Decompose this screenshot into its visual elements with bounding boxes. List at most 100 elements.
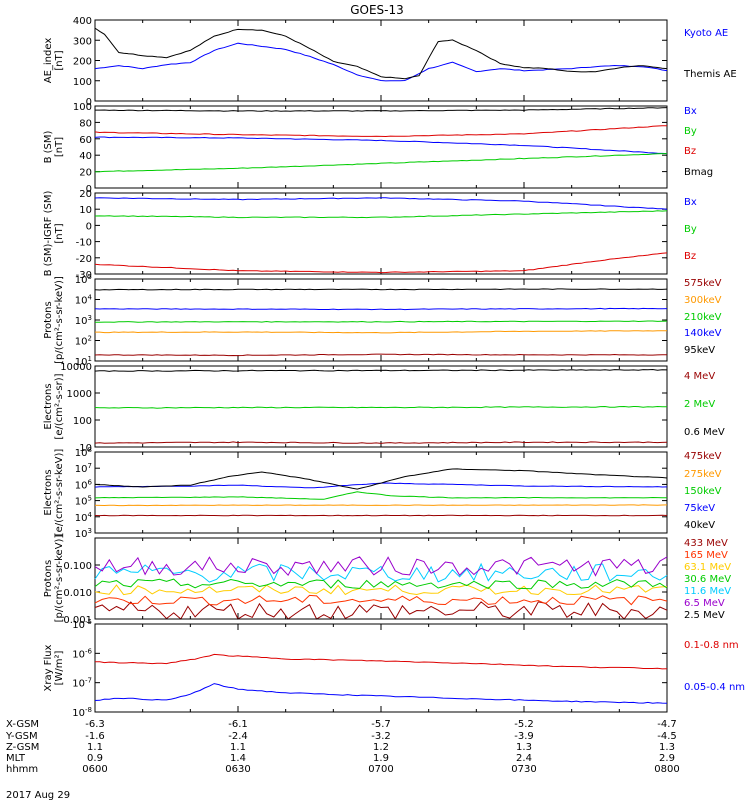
y-tick-label: 10-7 <box>72 677 92 690</box>
legend-entry: 95keV <box>684 345 715 356</box>
y-tick-label: 105 <box>75 495 92 508</box>
series-line-4-mev <box>94 441 668 444</box>
y-tick-label: 103 <box>75 314 92 327</box>
y-tick-label: 108 <box>75 446 92 459</box>
legend-entry: 575keV <box>684 278 722 289</box>
y-axis-label: [p/(cm²-s-sr-keV)] <box>54 535 65 623</box>
series-line-kyoto-ae <box>94 42 668 82</box>
ephemeris-value: -5.7 <box>371 719 391 730</box>
y-tick-label: 0.100 <box>63 561 92 572</box>
y-axis-label: Electrons <box>43 383 54 429</box>
y-tick-label: 1000 <box>67 389 92 400</box>
y-tick-label: 10 <box>79 443 92 454</box>
panel-frame <box>94 623 668 713</box>
y-tick-label: -10 <box>76 238 92 249</box>
legend-entry: 0.6 MeV <box>684 427 725 438</box>
panel-6: 103 104 105 106 107 108 Electrons [e/(cm²-s-sr-… <box>43 446 722 540</box>
series-line-bx <box>94 136 668 155</box>
panel-3: -30 -20 -10 0 10 20 B (SM)-IGRF (SM) [nT] Bx By Bz <box>43 189 697 281</box>
series-line-30-6-mev <box>94 578 668 590</box>
legend-entry: Themis AE <box>683 69 737 80</box>
ephemeris-value: 1.3 <box>516 742 532 753</box>
y-axis-label: Xray Flux <box>43 644 54 691</box>
legend-entry: By <box>684 224 697 235</box>
legend-entry: 11.6 MeV <box>684 586 731 597</box>
ephemeris-value: -4.7 <box>657 719 677 730</box>
y-tick-label: 104 <box>75 511 93 524</box>
legend-entry: 6.5 MeV <box>684 598 725 609</box>
y-axis-label: [nT] <box>54 137 65 157</box>
y-tick-label: 0 <box>86 221 92 232</box>
y-tick-label: 200 <box>73 57 92 68</box>
legend-entry: 63.1 MeV <box>684 562 731 573</box>
series-line-bx <box>94 197 668 210</box>
legend-entry: 2.5 MeV <box>684 610 725 621</box>
ephemeris-row-label: hhmm <box>6 764 38 775</box>
series-line-433-mev <box>94 601 668 620</box>
y-axis-label: [p/(cm²-s-sr-keV)] <box>54 276 65 364</box>
panel-2: 0 20 40 60 80 100 B (SM) [nT] Bx By Bz Bmag <box>43 102 713 195</box>
panel-1: 0 100 200 300 400 AE_index [nT] Kyoto AE Themis … <box>43 16 737 108</box>
legend-entry: 0.1-0.8 nm <box>684 640 739 651</box>
ephemeris-value: 0730 <box>511 764 536 775</box>
y-axis-label: Protons <box>43 560 54 597</box>
ephemeris-value: -3.9 <box>514 731 534 742</box>
legend-entry: Bmag <box>684 167 713 178</box>
y-tick-label: 40 <box>79 151 92 162</box>
ephemeris-value: -4.5 <box>657 731 677 742</box>
ephemeris-row-label: MLT <box>6 753 26 764</box>
ephemeris-value: -6.3 <box>85 719 105 730</box>
legend-entry: 150keV <box>684 486 722 497</box>
ephemeris-value: 1.1 <box>87 742 103 753</box>
series-line-275kev <box>94 504 668 507</box>
y-tick-label: 0.001 <box>63 615 92 626</box>
ephemeris-value: 1.1 <box>230 742 246 753</box>
ephemeris-value: 1.9 <box>373 753 389 764</box>
ephemeris-value: -3.2 <box>371 731 391 742</box>
y-tick-label: 10 <box>79 205 92 216</box>
legend-entry: 75keV <box>684 503 715 514</box>
series-line-by <box>94 153 667 173</box>
legend-entry: 433 MeV <box>684 538 728 549</box>
ephemeris-value: -5.2 <box>514 719 534 730</box>
series-line-11-6-mev <box>94 562 668 583</box>
series-line-210kev <box>95 320 668 323</box>
y-tick-label: 107 <box>75 462 92 475</box>
y-tick-label: 103 <box>75 527 92 540</box>
series-line-0-6-mev <box>94 368 668 372</box>
y-tick-label: 10-6 <box>72 647 92 660</box>
series-line-bmag <box>95 107 668 112</box>
series-line-150kev <box>94 491 667 500</box>
y-tick-label: 105 <box>75 273 92 286</box>
date-label: 2017 Aug 29 <box>6 790 70 800</box>
series-line-575kev <box>94 353 668 357</box>
legend-entry: 0.05-0.4 nm <box>684 682 745 693</box>
y-tick-label: 100 <box>73 416 92 427</box>
y-tick-label: 102 <box>75 335 92 348</box>
series-line-475kev <box>94 514 668 517</box>
y-tick-label: -30 <box>76 270 92 281</box>
y-tick-label: 0 <box>86 97 92 108</box>
panel-frame <box>94 192 668 275</box>
y-tick-label: 100 <box>73 102 92 113</box>
legend-entry: 210keV <box>684 312 722 323</box>
legend-entry: Kyoto AE <box>684 28 728 39</box>
ephemeris-value: 1.2 <box>373 742 389 753</box>
panel-frame <box>94 365 668 448</box>
series-line-165-mev <box>94 594 668 606</box>
ephemeris-value: 0600 <box>82 764 107 775</box>
series-line-bz <box>94 252 668 274</box>
y-axis-label: [nT] <box>54 223 65 243</box>
series-line-40kev <box>94 468 668 490</box>
panel-frame <box>94 451 668 534</box>
bottom-ephemeris-axis: X-GSMY-GSMZ-GSMMLThhmm-6.3-1.61.10.90600… <box>5 719 680 775</box>
ephemeris-value: 2.4 <box>516 753 532 764</box>
y-axis-label: AE_index <box>43 38 54 84</box>
panel-7: 0.001 0.010 0.100 Protons [p/(cm²-s-sr-keV)]… <box>43 535 731 626</box>
panel-frame <box>94 537 668 620</box>
ephemeris-value: 1.4 <box>230 753 246 764</box>
ephemeris-value: 0800 <box>654 764 679 775</box>
series-line-300kev <box>95 330 668 334</box>
